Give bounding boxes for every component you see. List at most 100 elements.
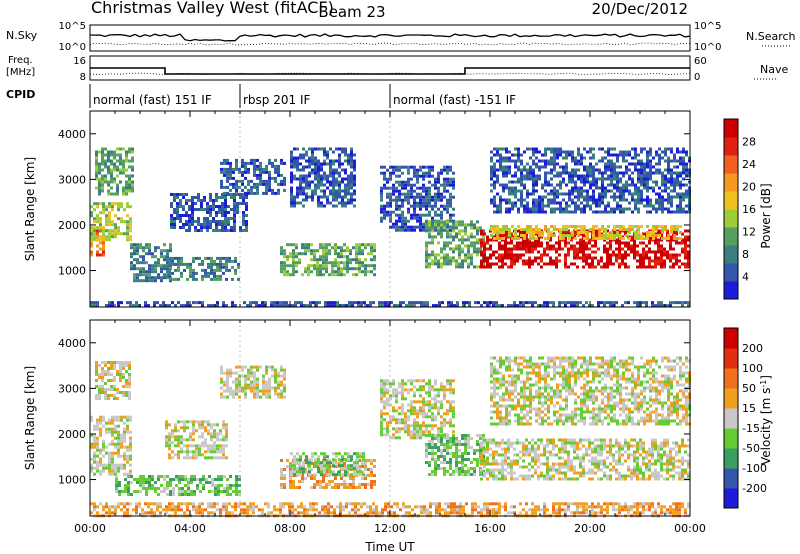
- scatter-cell: [652, 156, 655, 160]
- scatter-cell: [440, 192, 443, 196]
- scatter-cell: [606, 256, 609, 260]
- scatter-cell: [577, 225, 580, 228]
- scatter-cell: [556, 201, 559, 205]
- scatter-cell: [151, 276, 154, 280]
- scatter-cell: [256, 380, 259, 384]
- scatter-cell: [139, 270, 142, 274]
- scatter-cell: [607, 201, 610, 205]
- scatter-cell: [538, 150, 541, 154]
- scatter-cell: [184, 478, 187, 481]
- scatter-cell: [122, 192, 125, 196]
- scatter-cell: [685, 171, 688, 175]
- scatter-cell: [204, 429, 207, 433]
- scatter-cell: [440, 204, 443, 208]
- scatter-cell: [285, 304, 288, 308]
- scatter-cell: [187, 478, 190, 481]
- colorbar-swatch: [724, 227, 738, 246]
- scatter-cell: [242, 217, 245, 220]
- scatter-cell: [230, 229, 233, 232]
- scatter-cell: [667, 195, 670, 199]
- scatter-cell: [178, 487, 181, 490]
- scatter-cell: [121, 490, 124, 493]
- scatter-cell: [198, 444, 201, 448]
- scatter-cell: [633, 250, 636, 254]
- scatter-cell: [226, 191, 229, 195]
- scatter-cell: [419, 165, 422, 169]
- scatter-cell: [434, 220, 437, 224]
- scatter-cell: [479, 247, 482, 251]
- scatter-cell: [604, 207, 607, 211]
- scatter-cell: [217, 475, 220, 478]
- scatter-cell: [361, 465, 364, 468]
- scatter-cell: [203, 226, 206, 229]
- scatter-cell: [358, 459, 361, 462]
- scatter-cell: [139, 243, 142, 247]
- scatter-cell: [191, 202, 194, 205]
- scatter-cell: [610, 210, 613, 214]
- scatter-cell: [226, 490, 229, 493]
- scatter-cell: [440, 210, 443, 214]
- scatter-cell: [508, 234, 511, 237]
- scatter-cell: [480, 265, 483, 269]
- scatter-cell: [621, 241, 624, 245]
- scatter-cell: [490, 234, 493, 237]
- scatter-cell: [337, 246, 340, 250]
- scatter-cell: [673, 189, 676, 193]
- scatter-cell: [179, 214, 182, 217]
- scatter-cell: [271, 374, 274, 378]
- scatter-cell: [256, 365, 259, 369]
- scatter-cell: [192, 432, 195, 436]
- scatter-cell: [645, 256, 648, 260]
- scatter-cell: [206, 226, 209, 229]
- scatter-cell: [565, 183, 568, 187]
- scatter-cell: [351, 301, 354, 305]
- scatter-cell: [108, 217, 111, 221]
- scatter-cell: [386, 201, 389, 205]
- scatter-cell: [320, 147, 323, 151]
- scatter-cell: [455, 244, 458, 248]
- scatter-cell: [262, 380, 265, 384]
- scatter-cell: [525, 301, 528, 305]
- scatter-cell: [104, 388, 107, 391]
- scatter-cell: [508, 165, 511, 169]
- scatter-cell: [324, 304, 327, 308]
- scatter-cell: [280, 459, 283, 462]
- scatter-cell: [201, 432, 204, 436]
- scatter-cell: [216, 304, 219, 308]
- scatter-cell: [613, 228, 616, 231]
- scatter-cell: [111, 451, 114, 455]
- scatter-cell: [195, 256, 198, 260]
- scatter-cell: [517, 159, 520, 163]
- scatter-cell: [322, 258, 325, 262]
- scatter-cell: [316, 267, 319, 271]
- scatter-cell: [565, 171, 568, 175]
- scatter-cell: [568, 171, 571, 175]
- scatter-cell: [517, 180, 520, 184]
- scatter-cell: [114, 418, 117, 422]
- scatter-cell: [370, 462, 373, 465]
- scatter-cell: [526, 225, 529, 228]
- scatter-cell: [531, 247, 534, 251]
- scatter-cell: [224, 229, 227, 232]
- scatter-cell: [604, 165, 607, 169]
- scatter-cell: [265, 389, 268, 393]
- scatter-cell: [119, 370, 122, 373]
- scatter-cell: [207, 262, 210, 266]
- scatter-cell: [458, 250, 461, 254]
- scatter-cell: [335, 198, 338, 202]
- scatter-cell: [496, 231, 499, 234]
- scatter-cell: [283, 374, 286, 378]
- scatter-cell: [628, 192, 631, 196]
- scatter-cell: [215, 229, 218, 232]
- freq-panel: Freq. [MHz] 16 8 60 0 Nave: [6, 55, 788, 83]
- scatter-cell: [350, 201, 353, 205]
- scatter-cell: [679, 198, 682, 202]
- scatter-cell: [574, 207, 577, 211]
- scatter-cell: [651, 259, 654, 263]
- scatter-cell: [670, 159, 673, 163]
- scatter-cell: [242, 196, 245, 199]
- scatter-cell: [290, 201, 293, 205]
- scatter-cell: [398, 183, 401, 187]
- scatter-cell: [633, 241, 636, 245]
- scatter-cell: [505, 225, 508, 228]
